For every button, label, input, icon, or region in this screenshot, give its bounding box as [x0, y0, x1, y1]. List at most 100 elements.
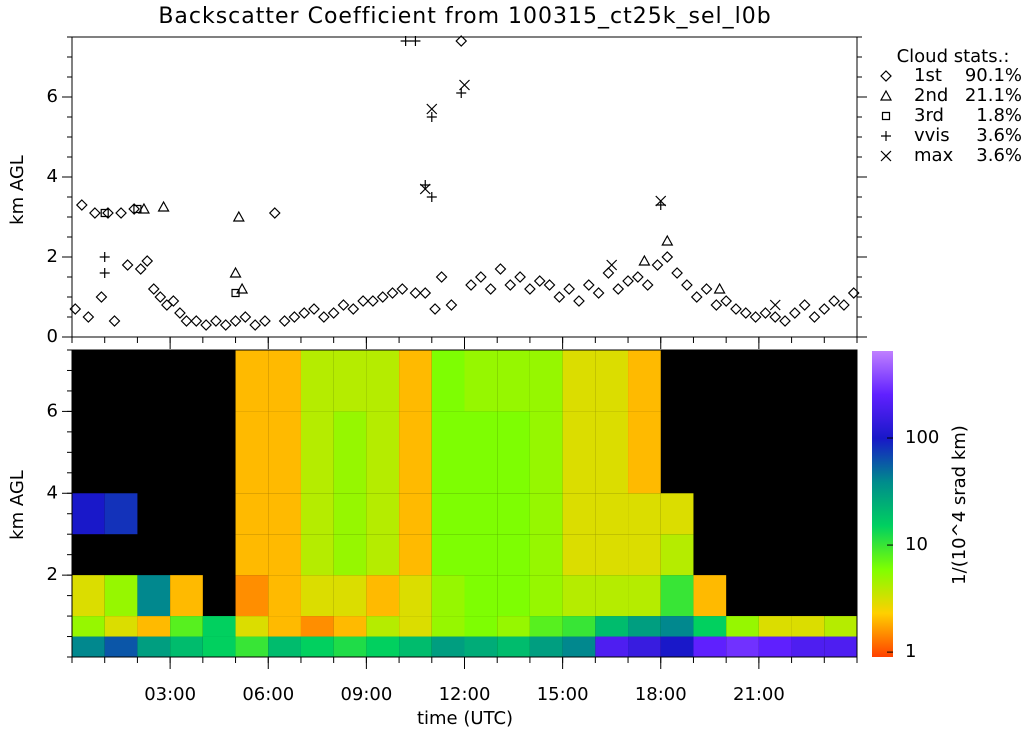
heatmap-cell — [235, 616, 269, 637]
heatmap-cell — [660, 636, 694, 657]
heatmap-cell — [366, 493, 400, 535]
heatmap-cell — [464, 350, 498, 412]
heatmap-cell — [529, 411, 563, 494]
heatmap-cell — [399, 636, 432, 657]
heatmap-cell — [170, 616, 203, 637]
marker — [102, 207, 114, 219]
y-tick-label: 2 — [47, 246, 58, 267]
marker — [602, 267, 615, 279]
x-tick-label: 06:00 — [242, 684, 294, 705]
heatmap-cell — [399, 616, 432, 637]
heatmap-cell — [562, 493, 596, 535]
heatmap-cell — [104, 493, 138, 535]
marker — [769, 299, 781, 311]
heatmap-cell — [366, 534, 400, 576]
heatmap-cell — [562, 350, 596, 412]
marker — [426, 112, 437, 122]
heatmap-cell — [628, 350, 661, 412]
marker — [419, 287, 432, 299]
marker — [632, 271, 644, 283]
legend-value: 3.6% — [976, 145, 1022, 166]
heatmap-cell — [693, 636, 727, 657]
legend-label: 2nd — [914, 85, 948, 106]
heatmap-cell — [300, 350, 334, 412]
heatmap-cell — [268, 534, 301, 576]
heatmap-cell — [726, 616, 759, 637]
legend-marker — [881, 111, 891, 121]
marker — [376, 291, 389, 303]
heatmap-cell — [366, 616, 400, 637]
marker — [435, 271, 448, 283]
marker — [386, 287, 399, 299]
heatmap-cell — [268, 575, 301, 617]
x-axis-label: time (UTC) — [417, 708, 513, 729]
marker — [655, 195, 667, 207]
legend-label: 1st — [914, 65, 942, 86]
heatmap-cell — [72, 616, 105, 637]
heatmap-cell — [562, 636, 596, 657]
marker — [410, 36, 421, 46]
heatmap-cell — [628, 493, 661, 535]
heatmap-cell — [497, 534, 530, 576]
marker — [259, 315, 271, 327]
heatmap-cell — [431, 350, 465, 412]
marker — [157, 200, 170, 212]
legend-label: 3rd — [914, 105, 944, 126]
marker — [661, 234, 674, 246]
legend-title: Cloud stats.: — [897, 46, 1010, 67]
marker — [347, 303, 360, 315]
marker — [818, 303, 831, 315]
marker — [838, 299, 850, 311]
heatmap-cell — [104, 575, 138, 617]
x-tick-label: 03:00 — [144, 684, 196, 705]
colorbar-tick-label: 100 — [905, 427, 939, 448]
heatmap-cell — [235, 636, 269, 657]
y-tick-label: 4 — [47, 482, 58, 503]
heatmap-cell — [693, 575, 727, 617]
marker — [789, 307, 801, 319]
heatmap-cell — [758, 636, 792, 657]
marker — [89, 207, 101, 219]
legend-value: 21.1% — [965, 85, 1022, 106]
heatmap-cell — [431, 411, 465, 494]
heatmap-cell — [562, 616, 596, 637]
marker — [232, 210, 245, 222]
legend-marker — [881, 131, 891, 141]
colorbar — [872, 351, 893, 657]
marker — [573, 295, 585, 307]
heatmap-cell — [628, 636, 661, 657]
marker — [606, 259, 618, 271]
heatmap-cell — [333, 616, 367, 637]
heatmap-cell — [791, 616, 825, 637]
legend-label: vvis — [914, 125, 950, 146]
heatmap-cell — [399, 493, 432, 535]
heatmap-cell — [235, 575, 269, 617]
marker — [95, 291, 108, 303]
heatmap-cell — [497, 411, 530, 494]
heatmap-cell — [464, 575, 498, 617]
heatmap-cell — [366, 575, 400, 617]
marker — [268, 207, 281, 219]
heatmap-cell — [497, 493, 530, 535]
marker — [69, 303, 82, 315]
marker — [533, 275, 546, 287]
marker — [167, 295, 180, 307]
marker — [494, 263, 507, 275]
heatmap-cell — [300, 575, 334, 617]
marker — [229, 266, 242, 278]
heatmap-cell — [333, 350, 367, 412]
heatmap-cell — [399, 350, 432, 412]
marker — [563, 283, 576, 295]
heatmap-cell — [399, 575, 432, 617]
heatmap-cell — [497, 616, 530, 637]
heatmap-cell — [235, 493, 269, 535]
marker — [99, 252, 110, 262]
heatmap-cell — [628, 575, 661, 617]
marker — [769, 311, 782, 323]
marker — [100, 208, 109, 218]
heatmap-cell — [268, 350, 301, 412]
colorbar-label: 1/(10^4 srad km) — [949, 425, 970, 585]
heatmap-cell — [268, 411, 301, 494]
heatmap-cell — [104, 616, 138, 637]
marker — [231, 288, 240, 298]
